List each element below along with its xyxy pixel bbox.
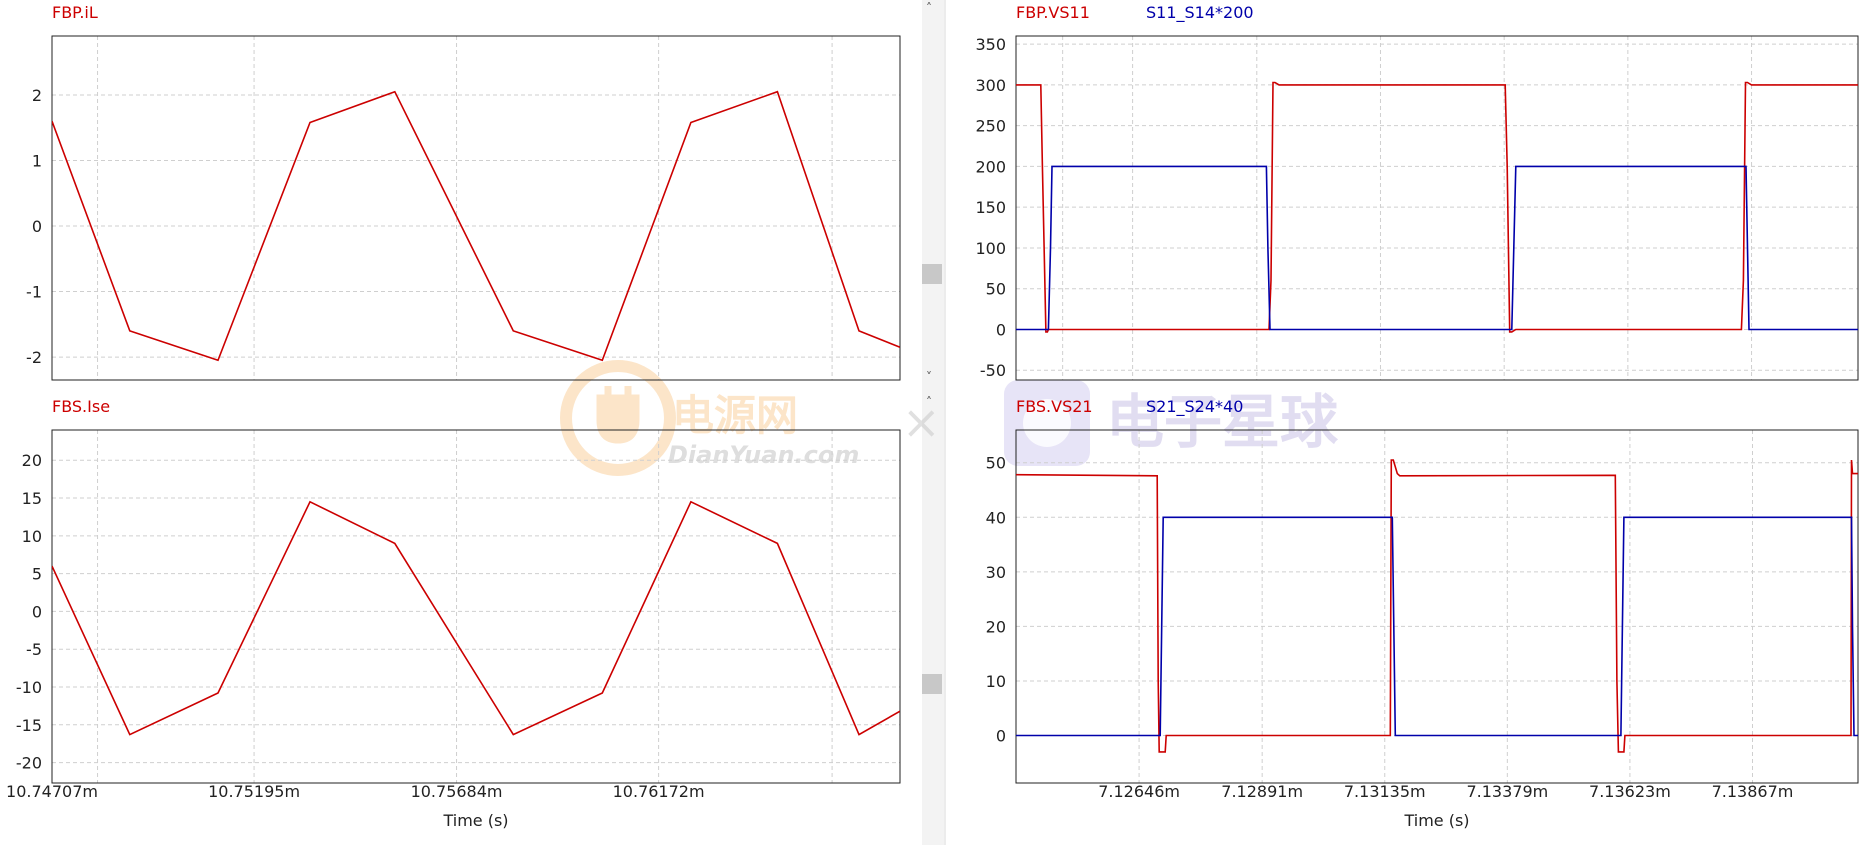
chart-panel-tl: -2 -1 0 1 2 FBP.iL [26,3,901,381]
x-tick-label: 7.13135m [1344,782,1426,801]
plug-icon [596,386,640,444]
y-tick-label: 5 [32,565,42,584]
y-tick-label: 0 [32,217,42,236]
y-tick-label: 1 [32,151,42,170]
scrollbar-track[interactable] [922,0,944,845]
y-tick-label: -2 [26,348,42,367]
scrollbar-thumb-top[interactable] [922,264,942,284]
plot-frame [1015,35,1859,381]
x-axis-label: Time (s) [442,811,508,830]
scroll-up-icon[interactable]: ˄ [926,1,932,15]
series-line-primary [1016,81,1858,333]
x-tick-label: 7.12891m [1221,782,1303,801]
series-line-primary [1016,459,1858,753]
x-tick-label: 10.75195m [208,782,300,801]
y-tick-label: 0 [996,727,1006,746]
dianzixingqiu-watermark: 电子星球 [1004,380,1339,466]
charts-layer: -2-1012FBP.iL-20-15-10-50510152010.74707… [6,3,1859,830]
series-line-secondary [1016,516,1858,737]
y-tick-label: 30 [986,563,1006,582]
y-tick-label: 0 [996,320,1006,339]
legend-entry: FBS.VS21 [1016,397,1093,416]
y-tick-label: 100 [975,239,1006,258]
y-tick-label: 200 [975,157,1006,176]
x-tick-label: 7.13623m [1589,782,1671,801]
scroll-up-icon[interactable]: ˄ [926,395,932,409]
close-icon[interactable]: × [902,395,941,449]
series-line-secondary [1016,165,1858,331]
dianyuan-watermark: 电源网 DianYuan.com [560,360,859,476]
series-line-primary [52,500,900,736]
plot-frame [51,429,901,784]
watermark-right-cn: 电子星球 [1106,388,1339,456]
scroll-down-icon[interactable]: ˅ [926,370,932,384]
y-tick-label: 150 [975,198,1006,217]
chart-panel-br: 0 10 20 30 40 50 7.12646m 7.12891m 7.13135m 7.133… [986,397,1859,830]
watermarks: 电源网 DianYuan.com 电子星球 [560,360,1339,476]
y-tick-label: 20 [986,617,1006,636]
y-tick-label: 0 [32,602,42,621]
legend-entry: S21_S24*40 [1146,397,1243,417]
legend-entry: FBP.VS11 [1016,3,1090,22]
watermark-left-cn: 电源网 [672,391,798,440]
robot-face-icon [1023,399,1071,447]
dianyuan-logo-icon [560,360,676,476]
legend-entry: S11_S14*200 [1146,3,1254,23]
y-tick-label: 40 [986,508,1006,527]
y-tick-label: -1 [26,283,42,302]
y-tick-label: 50 [986,280,1006,299]
y-tick-label: 2 [32,86,42,105]
series-line-primary [52,90,900,362]
x-tick-label: 7.12646m [1098,782,1180,801]
x-axis-label: Time (s) [1403,811,1469,830]
y-tick-label: -50 [980,361,1006,380]
y-tick-label: 350 [975,35,1006,54]
legend-entry: FBP.iL [52,3,98,22]
legend-entry: FBS.Ise [52,397,110,416]
y-tick-label: -20 [16,754,42,773]
x-tick-label: 10.76172m [613,782,705,801]
y-tick-label: 50 [986,454,1006,473]
chart-panel-bl: -20 -15 -10 -5 0 5 10 15 20 10.74707m 10.75195m 10.… [6,397,901,830]
y-tick-label: 20 [22,451,42,470]
y-tick-label: 15 [22,489,42,508]
x-tick-label: 7.13379m [1466,782,1548,801]
x-tick-label: 10.74707m [6,782,98,801]
y-tick-label: -10 [16,678,42,697]
y-tick-label: 250 [975,117,1006,136]
plot-frame [1015,429,1859,784]
x-tick-label: 7.13867m [1712,782,1794,801]
x-tick-label: 10.75684m [411,782,503,801]
robot-logo-icon [1004,380,1090,466]
y-tick-label: 10 [986,672,1006,691]
vertical-scrollbar[interactable]: ˄ ˅ ˄ × [902,0,946,845]
scrollbar-thumb-bottom[interactable] [922,674,942,694]
y-tick-label: 10 [22,527,42,546]
watermark-left-en: DianYuan.com [668,441,859,469]
y-tick-label: -5 [26,640,42,659]
y-tick-label: 300 [975,76,1006,95]
plot-frame [51,35,901,381]
chart-panel-tr: -50 0 50 100 150 200 250 300 350 FBP.VS11 S11_S14*… [975,3,1859,381]
y-tick-label: -15 [16,716,42,735]
